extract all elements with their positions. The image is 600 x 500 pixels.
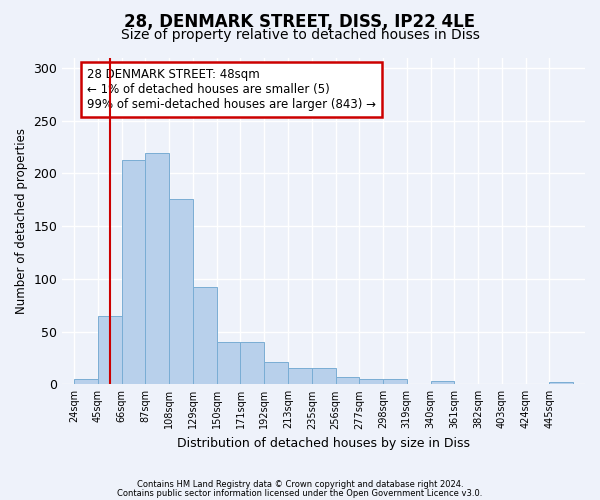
Bar bbox=[312, 368, 335, 384]
X-axis label: Distribution of detached houses by size in Diss: Distribution of detached houses by size … bbox=[177, 437, 470, 450]
Bar bbox=[335, 377, 359, 384]
Bar bbox=[74, 379, 98, 384]
Bar bbox=[288, 368, 312, 384]
Bar bbox=[359, 379, 383, 384]
Bar bbox=[383, 379, 407, 384]
Y-axis label: Number of detached properties: Number of detached properties bbox=[15, 128, 28, 314]
Bar bbox=[98, 316, 122, 384]
Text: Contains HM Land Registry data © Crown copyright and database right 2024.: Contains HM Land Registry data © Crown c… bbox=[137, 480, 463, 489]
Bar bbox=[241, 342, 264, 384]
Bar bbox=[193, 288, 217, 384]
Bar bbox=[122, 160, 145, 384]
Bar bbox=[169, 199, 193, 384]
Bar bbox=[550, 382, 573, 384]
Text: Contains public sector information licensed under the Open Government Licence v3: Contains public sector information licen… bbox=[118, 488, 482, 498]
Bar bbox=[431, 381, 454, 384]
Text: 28 DENMARK STREET: 48sqm
← 1% of detached houses are smaller (5)
99% of semi-det: 28 DENMARK STREET: 48sqm ← 1% of detache… bbox=[87, 68, 376, 111]
Bar bbox=[264, 362, 288, 384]
Text: Size of property relative to detached houses in Diss: Size of property relative to detached ho… bbox=[121, 28, 479, 42]
Bar bbox=[145, 154, 169, 384]
Text: 28, DENMARK STREET, DISS, IP22 4LE: 28, DENMARK STREET, DISS, IP22 4LE bbox=[124, 12, 476, 30]
Bar bbox=[217, 342, 241, 384]
